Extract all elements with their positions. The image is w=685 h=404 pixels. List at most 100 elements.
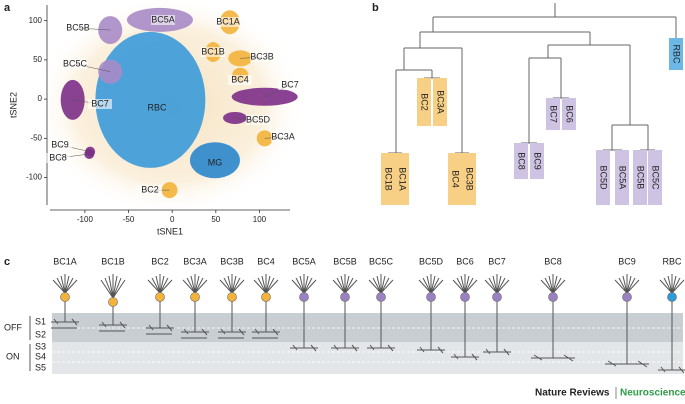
- y-tick-label: 50: [33, 55, 42, 64]
- leaf-box: [596, 150, 610, 205]
- neuron-arbor: [290, 274, 318, 352]
- neuron-arbor: [99, 274, 127, 332]
- cell-label: BC6: [456, 256, 474, 266]
- band-label: OFF: [4, 322, 22, 332]
- neuron: [146, 274, 174, 335]
- cluster-label: BC5A: [151, 14, 175, 24]
- leaf-label: BC6: [565, 105, 575, 123]
- band-label: ON: [6, 351, 20, 361]
- label-bg: [88, 99, 112, 109]
- panel-label: b: [372, 2, 379, 14]
- y-tick-label: 100: [29, 16, 43, 25]
- neuron-arbor: [483, 274, 511, 356]
- neuron-arbor: [367, 274, 395, 352]
- neuron-arbor: [181, 274, 209, 339]
- y-tick-label: -100: [26, 173, 43, 182]
- label-bg: [66, 23, 90, 33]
- y-tick-label: -50: [30, 133, 42, 142]
- x-tick-label: -100: [77, 215, 94, 224]
- x-tick-label: 100: [253, 215, 267, 224]
- x-tick-label: 0: [170, 215, 175, 224]
- neuron: [658, 274, 685, 374]
- neuron: [531, 274, 575, 362]
- soma: [227, 292, 237, 302]
- label-bg: [271, 132, 295, 142]
- cell-label: BC7: [488, 256, 506, 266]
- y-axis-label: tSNE2: [8, 92, 18, 118]
- neuron-arbor: [252, 274, 280, 339]
- leaf-label: BC3A: [436, 90, 446, 114]
- label-bg: [138, 185, 162, 195]
- soma: [426, 292, 436, 302]
- soma: [60, 292, 70, 302]
- leaf-box: [648, 150, 662, 205]
- soma: [492, 292, 502, 302]
- leaf-label: BC5C: [651, 165, 661, 190]
- label-bg: [246, 115, 270, 125]
- journal-name: Nature Reviews: [535, 388, 610, 399]
- layer-label: S2: [35, 329, 46, 339]
- leaf-label: BC4: [451, 170, 461, 188]
- cluster-label: BC1A: [216, 16, 240, 26]
- cell-label: BC4: [257, 256, 275, 266]
- on-band: [52, 342, 683, 374]
- cell-label: BC5A: [292, 256, 316, 266]
- neuron: [290, 274, 318, 352]
- cell-label: RBC: [662, 256, 682, 266]
- cell-label: BC8: [544, 256, 562, 266]
- soma: [376, 292, 386, 302]
- cell-label: BC1A: [53, 256, 77, 266]
- leaf-label: RBC: [672, 44, 682, 64]
- cluster-label: BC3B: [250, 51, 274, 61]
- leaf-box: [448, 153, 462, 205]
- label-bg: [278, 80, 302, 90]
- leaf-label: BC7: [549, 105, 559, 123]
- leaf-box: [633, 150, 647, 205]
- neuron-arbor: [331, 274, 359, 352]
- layer-label: S4: [35, 351, 46, 361]
- neuron: [331, 274, 359, 352]
- soma: [460, 292, 470, 302]
- neuron-arbor: [146, 274, 174, 335]
- neuron: [252, 274, 280, 339]
- cluster-label: BC7: [91, 98, 109, 108]
- y-tick-label: 0: [38, 94, 43, 103]
- label-bg: [63, 59, 87, 69]
- soma: [108, 297, 118, 307]
- leaf-box: [433, 78, 447, 126]
- soma: [190, 292, 200, 302]
- soma: [299, 292, 309, 302]
- cluster: [189, 142, 240, 179]
- layer-label: S5: [35, 362, 46, 372]
- soma: [155, 292, 165, 302]
- cluster-label: BC1B: [201, 46, 225, 56]
- cluster-label: BC5C: [63, 58, 88, 68]
- neuron: [483, 274, 511, 356]
- leaf-box: [462, 153, 476, 205]
- leaf-label: BC3B: [465, 167, 475, 191]
- leaf-box: [546, 98, 560, 130]
- leaf-label: BC5B: [636, 166, 646, 190]
- leaf-label: BC5D: [599, 165, 609, 190]
- neuron: [417, 274, 445, 354]
- cluster-label: BC5B: [66, 22, 90, 32]
- neuron-arbor: [451, 274, 479, 361]
- leaf-label: BC9: [533, 152, 543, 170]
- x-axis-label: tSNE1: [157, 226, 183, 236]
- leaf-box: [417, 78, 431, 126]
- leaf-label: BC1B: [384, 167, 394, 191]
- cell-label: BC3B: [220, 256, 244, 266]
- neuron: [451, 274, 479, 361]
- leaf-box: [562, 98, 576, 130]
- soma: [261, 292, 271, 302]
- neuron: [605, 274, 649, 368]
- dendrogram: [388, 3, 677, 154]
- leaf-box: [381, 153, 395, 205]
- leaf-label: BC8: [517, 152, 527, 170]
- neuron-arbor: [658, 274, 685, 374]
- label-bg: [250, 52, 274, 62]
- label-bg: [228, 75, 252, 85]
- layer-label: S3: [35, 341, 46, 351]
- cell-label: BC3A: [183, 256, 207, 266]
- x-tick-label: 50: [211, 215, 220, 224]
